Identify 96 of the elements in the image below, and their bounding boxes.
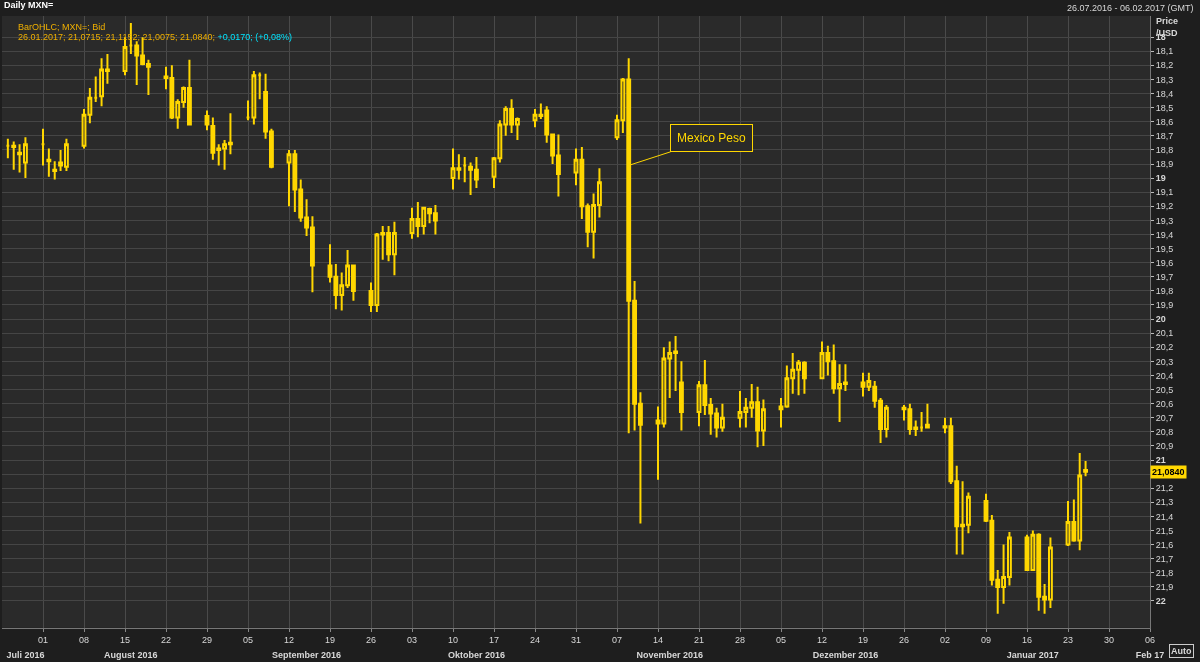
y-tick-label: 19,9 (1155, 300, 1174, 311)
x-tick-label: 12 (283, 634, 295, 645)
annotation: +0,0170; (+0,08%) (217, 32, 293, 42)
x-tick-label: 01 (37, 634, 49, 645)
y-tick-label: 20,7 (1155, 412, 1174, 423)
y-tick-label: 18,2 (1155, 60, 1174, 71)
text: Auto (1171, 646, 1192, 656)
y-tick-label: 18,7 (1155, 130, 1174, 141)
x-tick-label: 05 (775, 634, 787, 645)
y-tick-label: 18,1 (1155, 46, 1174, 57)
candlestick (5, 137, 11, 160)
y-tick-label: 19,7 (1155, 271, 1174, 282)
y-tick-label: 21,2 (1155, 483, 1174, 494)
y-tick-label: 21,4 (1155, 511, 1174, 522)
chart-title: Daily MXN= (4, 0, 54, 11)
x2-tick-label: November 2016 (636, 650, 703, 660)
chart-subtitle: 26.07.2016 - 06.02.2017 (GMT) (1067, 3, 1194, 13)
x2-tick-label: Feb 17 (1135, 650, 1165, 660)
candlestick (52, 160, 58, 181)
y-tick-label: 19,6 (1155, 257, 1174, 268)
y-tick-label: 18,3 (1155, 74, 1174, 85)
x-tick-label: 24 (529, 634, 541, 645)
x-tick-label: 16 (1021, 634, 1033, 645)
y-tick-label: 19,2 (1155, 201, 1174, 212)
y-tick-label: 21 (1155, 455, 1166, 466)
y-tick-label: 19,5 (1155, 243, 1174, 254)
candlestick (251, 69, 257, 126)
y-tick-label: 19,4 (1155, 229, 1174, 240)
y-tick-label: 20,6 (1155, 398, 1174, 409)
x-tick-label: 26 (898, 634, 910, 645)
y-tick-label: 20,5 (1155, 384, 1174, 395)
candlestick (678, 360, 684, 432)
y-tick-label: 19 (1155, 173, 1166, 184)
candlestick (919, 411, 925, 433)
y-tick-label: 21,7 (1155, 553, 1174, 564)
x-tick-label: 02 (939, 634, 951, 645)
x2-tick-label: Juli 2016 (6, 650, 45, 660)
candlestick (924, 402, 930, 429)
annotation: Mexico Peso (677, 131, 747, 145)
y-tick-label: 20,2 (1155, 342, 1174, 353)
annotation: 21,0840 (1152, 467, 1185, 477)
x-tick-label: 31 (570, 634, 582, 645)
x-tick-label: 26 (365, 634, 377, 645)
x2-tick-label: August 2016 (104, 650, 158, 660)
x-tick-label: 08 (78, 634, 90, 645)
y-tick-label: 20 (1155, 314, 1166, 325)
x-tick-label: 23 (1062, 634, 1074, 645)
y-tick-label: 20,8 (1155, 426, 1174, 437)
y-tick-label: 18,4 (1155, 88, 1174, 99)
x-tick-label: 19 (324, 634, 336, 645)
x-tick-label: 28 (734, 634, 746, 645)
x-tick-label: 06 (1144, 634, 1156, 645)
x-tick-label: 19 (857, 634, 869, 645)
x2-tick-label: Oktober 2016 (447, 650, 505, 660)
x-tick-label: 03 (406, 634, 418, 645)
y-tick-label: 21,9 (1155, 582, 1174, 593)
y-tick-label: 19,3 (1155, 215, 1174, 226)
x-tick-label: 14 (652, 634, 664, 645)
x-tick-label: 17 (488, 634, 500, 645)
y-tick-label: 20,9 (1155, 441, 1174, 452)
y-tick-label: 18,9 (1155, 159, 1174, 170)
y-tick-label: 18,6 (1155, 116, 1174, 127)
candlestick (245, 99, 251, 122)
x-tick-label: 29 (201, 634, 213, 645)
candlestick (462, 155, 468, 184)
annotation: BarOHLC; MXN=; Bid (18, 22, 106, 32)
x-tick-label: 15 (119, 634, 131, 645)
y-tick-label: 21,5 (1155, 525, 1174, 536)
y-tick-label: 21,8 (1155, 567, 1174, 578)
x-tick-label: 30 (1103, 634, 1115, 645)
y-tick-label: 21,6 (1155, 539, 1174, 550)
y-tick-label: 18,5 (1155, 102, 1174, 113)
x-tick-label: 09 (980, 634, 992, 645)
x-tick-label: 22 (160, 634, 172, 645)
y-tick-label: 18,8 (1155, 145, 1174, 156)
x-tick-label: 05 (242, 634, 254, 645)
y-tick-label: 21,3 (1155, 497, 1174, 508)
x-tick-label: 12 (816, 634, 828, 645)
y-tick-label: 20,4 (1155, 370, 1174, 381)
x-tick-label: 07 (611, 634, 623, 645)
x-tick-label: 10 (447, 634, 459, 645)
candlestick (46, 147, 52, 178)
y-tick-label: 22 (1155, 596, 1166, 607)
candlestick (93, 75, 99, 103)
candlestick (1083, 460, 1089, 478)
y-tick-label: 19,8 (1155, 286, 1174, 297)
candlestick (40, 127, 46, 167)
x2-tick-label: Dezember 2016 (812, 650, 879, 660)
candlestick (257, 71, 263, 101)
y-tick-label: 20,3 (1155, 356, 1174, 367)
y-tick-label: 19,1 (1155, 187, 1174, 198)
y-tick-label: 20,1 (1155, 328, 1174, 339)
x2-tick-label: Januar 2017 (1006, 650, 1059, 660)
x-tick-label: 21 (693, 634, 705, 645)
x2-tick-label: September 2016 (272, 650, 342, 660)
candlestick (11, 140, 17, 171)
